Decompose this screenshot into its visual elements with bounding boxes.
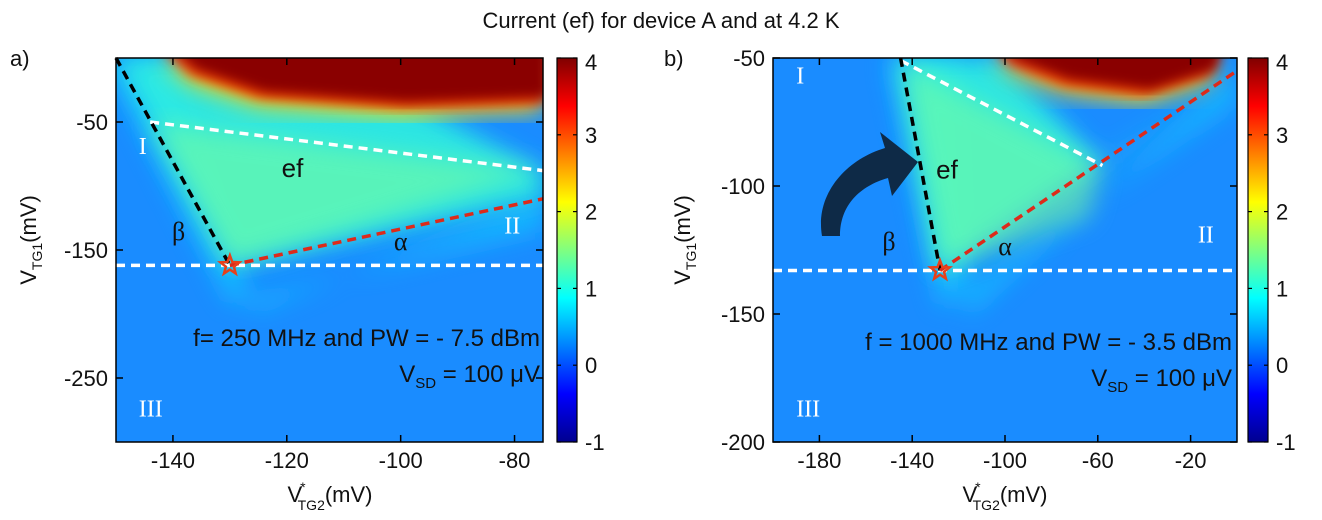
heatmap-image (116, 58, 543, 442)
y-tick-label: -100 (721, 174, 765, 199)
annotation-frequency-power: f = 1000 MHz and PW = - 3.5 dBm (865, 329, 1232, 356)
intersection-star (217, 251, 243, 277)
label-beta: β (172, 217, 185, 246)
annotation-vsd: VSD = 100 μV (1091, 365, 1232, 396)
y-tick-label: -150 (64, 238, 108, 263)
label-alpha: α (998, 232, 1012, 261)
region-label-i: I (139, 134, 147, 160)
y-axis-title: VTG1(mV) (670, 195, 699, 285)
colorbar-tick-label: 0 (585, 353, 597, 378)
colorbar-tick-label: 4 (1276, 50, 1288, 75)
region-label-ii: II (504, 213, 520, 239)
colorbar-gradient (1247, 57, 1269, 443)
colorbar-tick-label: 1 (585, 276, 597, 301)
colorbar: -1 0 1 2 3 4 (1247, 50, 1296, 455)
intersection-star (927, 256, 954, 282)
x-axis-title: V* TG2(mV) (287, 479, 372, 513)
panel-label: a) (10, 46, 30, 71)
annotation-frequency-power: f= 250 MHz and PW = - 7.5 dBm (193, 325, 540, 352)
hot-core (1013, 58, 1220, 91)
dashed-white-line (149, 120, 544, 173)
x-tick-label: -60 (1082, 448, 1114, 473)
x-axis-label: V* TG2(mV) (287, 479, 372, 513)
y-axis-label: VTG1(mV) (670, 195, 699, 285)
x-tick-label: -140 (151, 448, 195, 473)
dashed-black-line (898, 57, 942, 271)
colorbar-tick-label: 3 (585, 123, 597, 148)
panel-label: b) (664, 46, 684, 71)
hot-core (182, 58, 543, 104)
colorbar-gradient (556, 57, 578, 443)
colorbar-tick-label: 0 (1276, 353, 1288, 378)
x-axis-label: V* TG2(mV) (962, 479, 1047, 513)
y-axis: -50 -150 -250 (64, 110, 543, 391)
region-label-iii: III (139, 396, 163, 422)
dashed-red-line (229, 197, 544, 268)
label-beta: β (882, 227, 895, 256)
label-ef: ef (936, 154, 958, 184)
y-axis-title: VTG1(mV) (16, 195, 45, 285)
x-tick-label: -80 (499, 448, 531, 473)
region-label-ii: II (1198, 222, 1214, 248)
x-tick-label: -140 (890, 448, 934, 473)
figure-title: Current (ef) for device A and at 4.2 K (482, 8, 839, 33)
colorbar-tick-label: 3 (1276, 123, 1288, 148)
label-alpha: α (394, 227, 408, 256)
colorbar-tick-label: 4 (585, 50, 597, 75)
dashed-white-line (899, 59, 1104, 168)
y-tick-label: -150 (721, 302, 765, 327)
x-tick-label: -20 (1175, 448, 1207, 473)
label-ef: ef (282, 153, 304, 183)
colorbar-tick-label: -1 (1276, 430, 1296, 455)
annotation-vsd: VSD = 100 μV (399, 361, 540, 392)
y-tick-label: -250 (64, 366, 108, 391)
x-axis: -180 -140 -100 -60 -20 (797, 58, 1206, 473)
region-label-iii: III (796, 396, 820, 422)
colorbar-tick-label: -1 (585, 430, 605, 455)
y-tick-label: -50 (733, 46, 765, 71)
curved-arrow-icon (820, 132, 918, 236)
x-tick-label: -120 (265, 448, 309, 473)
ef-core (900, 60, 1103, 271)
heatmap-image (773, 58, 1237, 442)
x-tick-label: -100 (379, 448, 423, 473)
x-axis-title: V* TG2(mV) (962, 479, 1047, 513)
y-tick-label: -200 (721, 430, 765, 455)
colorbar-tick-label: 2 (585, 200, 597, 225)
dashed-black-line (114, 57, 232, 267)
y-axis: -50 -100 -150 -200 (721, 46, 1237, 455)
y-tick-label: -50 (76, 110, 108, 135)
colorbar-tick-label: 1 (1276, 276, 1288, 301)
y-axis-label: VTG1(mV) (16, 195, 45, 285)
ef-core (150, 122, 543, 266)
x-tick-label: -100 (983, 448, 1027, 473)
region-label-i: I (796, 64, 804, 90)
colorbar-tick-label: 2 (1276, 200, 1288, 225)
colorbar: -1 0 1 2 3 4 (556, 50, 605, 455)
x-axis: -140 -120 -100 -80 (151, 58, 531, 473)
x-tick-label: -180 (797, 448, 841, 473)
